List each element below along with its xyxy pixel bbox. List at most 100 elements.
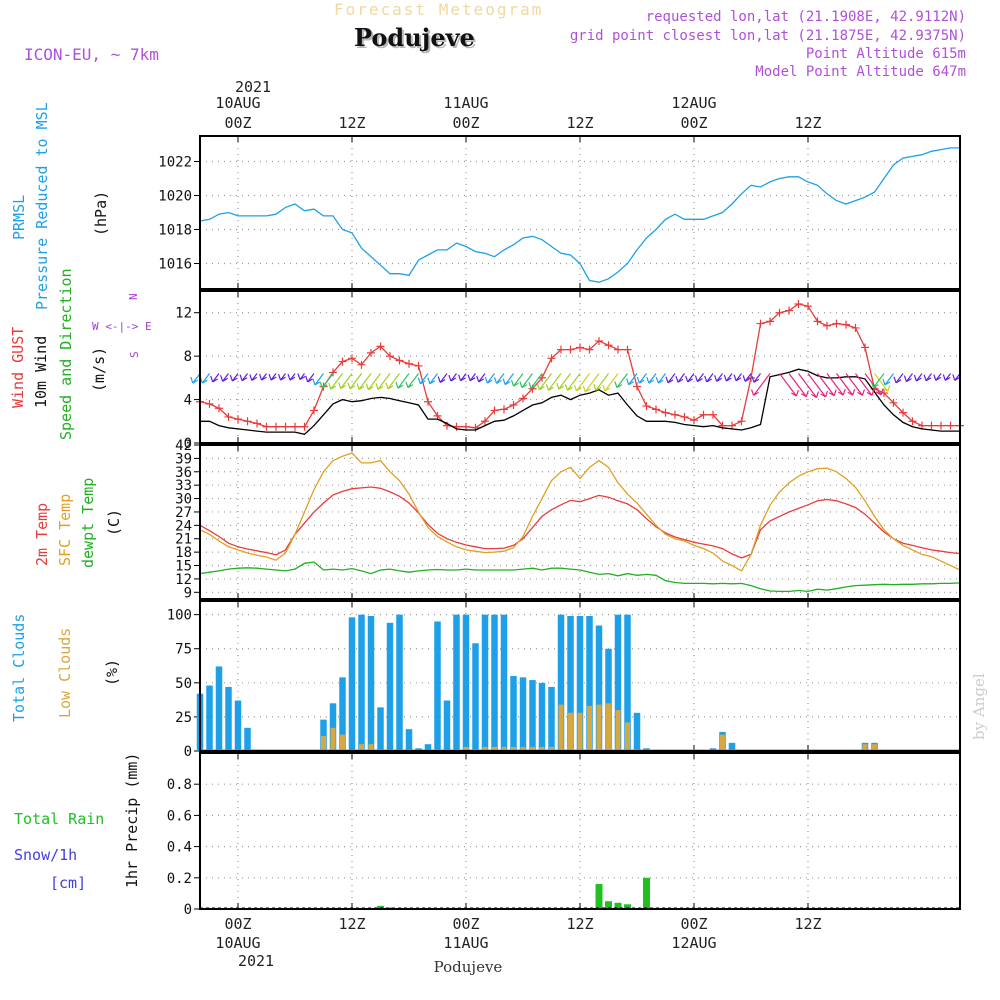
gust-marker: [642, 402, 651, 411]
wind-arrow-head: [239, 374, 248, 382]
gust-marker: [329, 368, 337, 377]
gust-marker: [794, 300, 803, 309]
bottom-axis-hour: 00Z: [452, 915, 479, 933]
wind-arrow: [429, 373, 438, 385]
wind-arrow-head: [448, 374, 457, 382]
total-cloud-bar: [567, 616, 574, 751]
gust-marker: [899, 408, 907, 417]
wind-arrow-head: [510, 379, 519, 387]
rain-bar: [614, 902, 622, 909]
wind-arrow: [212, 373, 220, 383]
gust-marker: [661, 408, 670, 417]
wind-arrow: [513, 373, 524, 387]
gust-marker: [243, 417, 252, 426]
y-tick-label: 0.4: [167, 840, 192, 856]
wind-arrow-head: [190, 376, 199, 384]
y-tick-label: 18: [175, 545, 192, 561]
gust-marker: [215, 404, 223, 413]
wind-arrow: [657, 373, 666, 384]
total-cloud-bar: [339, 677, 346, 751]
pressure-unit: (hPa): [92, 191, 110, 236]
gust-marker: [585, 345, 594, 354]
wind-arrow: [530, 373, 543, 389]
direction-label: Speed and Direction: [57, 268, 75, 440]
low-cloud-bar: [615, 710, 621, 751]
gust-marker: [785, 306, 793, 315]
total-cloud-bar: [453, 614, 460, 751]
wind-arrow-head: [655, 376, 664, 384]
total-cloud-bar: [557, 614, 565, 751]
gust-marker: [424, 397, 432, 406]
wind-arrow-head: [484, 376, 493, 384]
wind-arrow: [330, 373, 343, 390]
requested-coords: requested lon,lat (21.1908E, 42.9112N): [645, 9, 966, 25]
wind-arrow: [397, 373, 410, 389]
low-cloud-bar: [463, 746, 469, 751]
wind-arrow: [504, 373, 514, 385]
gust-marker: [386, 352, 394, 361]
y-tick-label: 1018: [158, 223, 192, 239]
wind-arrow: [387, 373, 400, 390]
wind-arrow: [638, 373, 647, 384]
total-cloud-bar: [462, 614, 470, 751]
low-cloud-bar: [539, 746, 545, 751]
compass-we: W <-|-> E: [92, 320, 152, 333]
wind-arrow-head: [723, 374, 732, 382]
wind-arrow: [584, 373, 600, 393]
wind-arrow-head: [536, 383, 545, 391]
precip-unit: 1hr Precip (mm): [123, 753, 141, 888]
wind-arrow-head: [870, 381, 879, 389]
wind-arrow-head: [614, 381, 623, 389]
gust-marker: [519, 394, 527, 403]
total-cloud-bar: [377, 707, 384, 751]
y-tick-label: 30: [175, 492, 192, 508]
wind-arrow-head: [573, 384, 582, 392]
y-tick-label: 9: [184, 585, 192, 601]
top-axis-hour: 00Z: [224, 114, 251, 132]
y-tick-label: 25: [175, 710, 192, 726]
wind-arrow-head: [385, 382, 394, 390]
y-tick-label: 12: [175, 306, 192, 322]
gust-marker: [557, 345, 565, 354]
low-cloud-bar: [482, 746, 488, 751]
series-line: [199, 147, 960, 283]
prmsl-label: PRMSL: [10, 195, 28, 240]
top-axis-hour: 12Z: [566, 114, 593, 132]
total-cloud-bar: [234, 700, 242, 751]
wind-arrow-head: [305, 375, 314, 383]
panel-2: 0 4 8 12: [175, 290, 964, 452]
total-cloud-bar: [538, 682, 546, 751]
temp-unit: (C): [105, 509, 123, 536]
wind-arrow-head: [476, 375, 485, 383]
low-clouds-label: Low Clouds: [56, 628, 74, 718]
wind-arrow-head: [556, 382, 565, 390]
bottom-axis-year: 2021: [238, 952, 274, 970]
y-tick-label: 24: [175, 518, 192, 534]
wind-arrow-head: [427, 377, 436, 385]
total-cloud-bar: [348, 617, 356, 751]
low-cloud-bar: [720, 734, 725, 751]
wind-arrow-head: [602, 384, 611, 392]
gust-marker: [291, 422, 299, 431]
total-cloud-bar: [424, 744, 432, 751]
gust-marker: [889, 398, 898, 407]
low-cloud-bar: [862, 744, 868, 751]
low-cloud-bar: [625, 722, 630, 751]
y-tick-label: 75: [175, 642, 192, 658]
low-cloud-bar: [520, 746, 526, 751]
wind-arrow: [314, 373, 324, 386]
wind-arrow: [349, 373, 362, 390]
gust-label: Wind GUST: [9, 327, 27, 408]
wind-arrow: [496, 373, 505, 384]
gust-marker: [946, 421, 955, 430]
gust-marker: [253, 419, 261, 428]
wind-arrow: [648, 373, 657, 384]
gust-marker: [376, 342, 385, 351]
wind-arrow-head: [913, 374, 922, 382]
wind-arrow: [905, 373, 913, 382]
rain-bar: [643, 877, 650, 909]
sfc-temp-label: SFC Temp: [56, 494, 74, 566]
total-cloud-bar: [595, 625, 603, 751]
wind-arrow-head: [903, 375, 912, 383]
